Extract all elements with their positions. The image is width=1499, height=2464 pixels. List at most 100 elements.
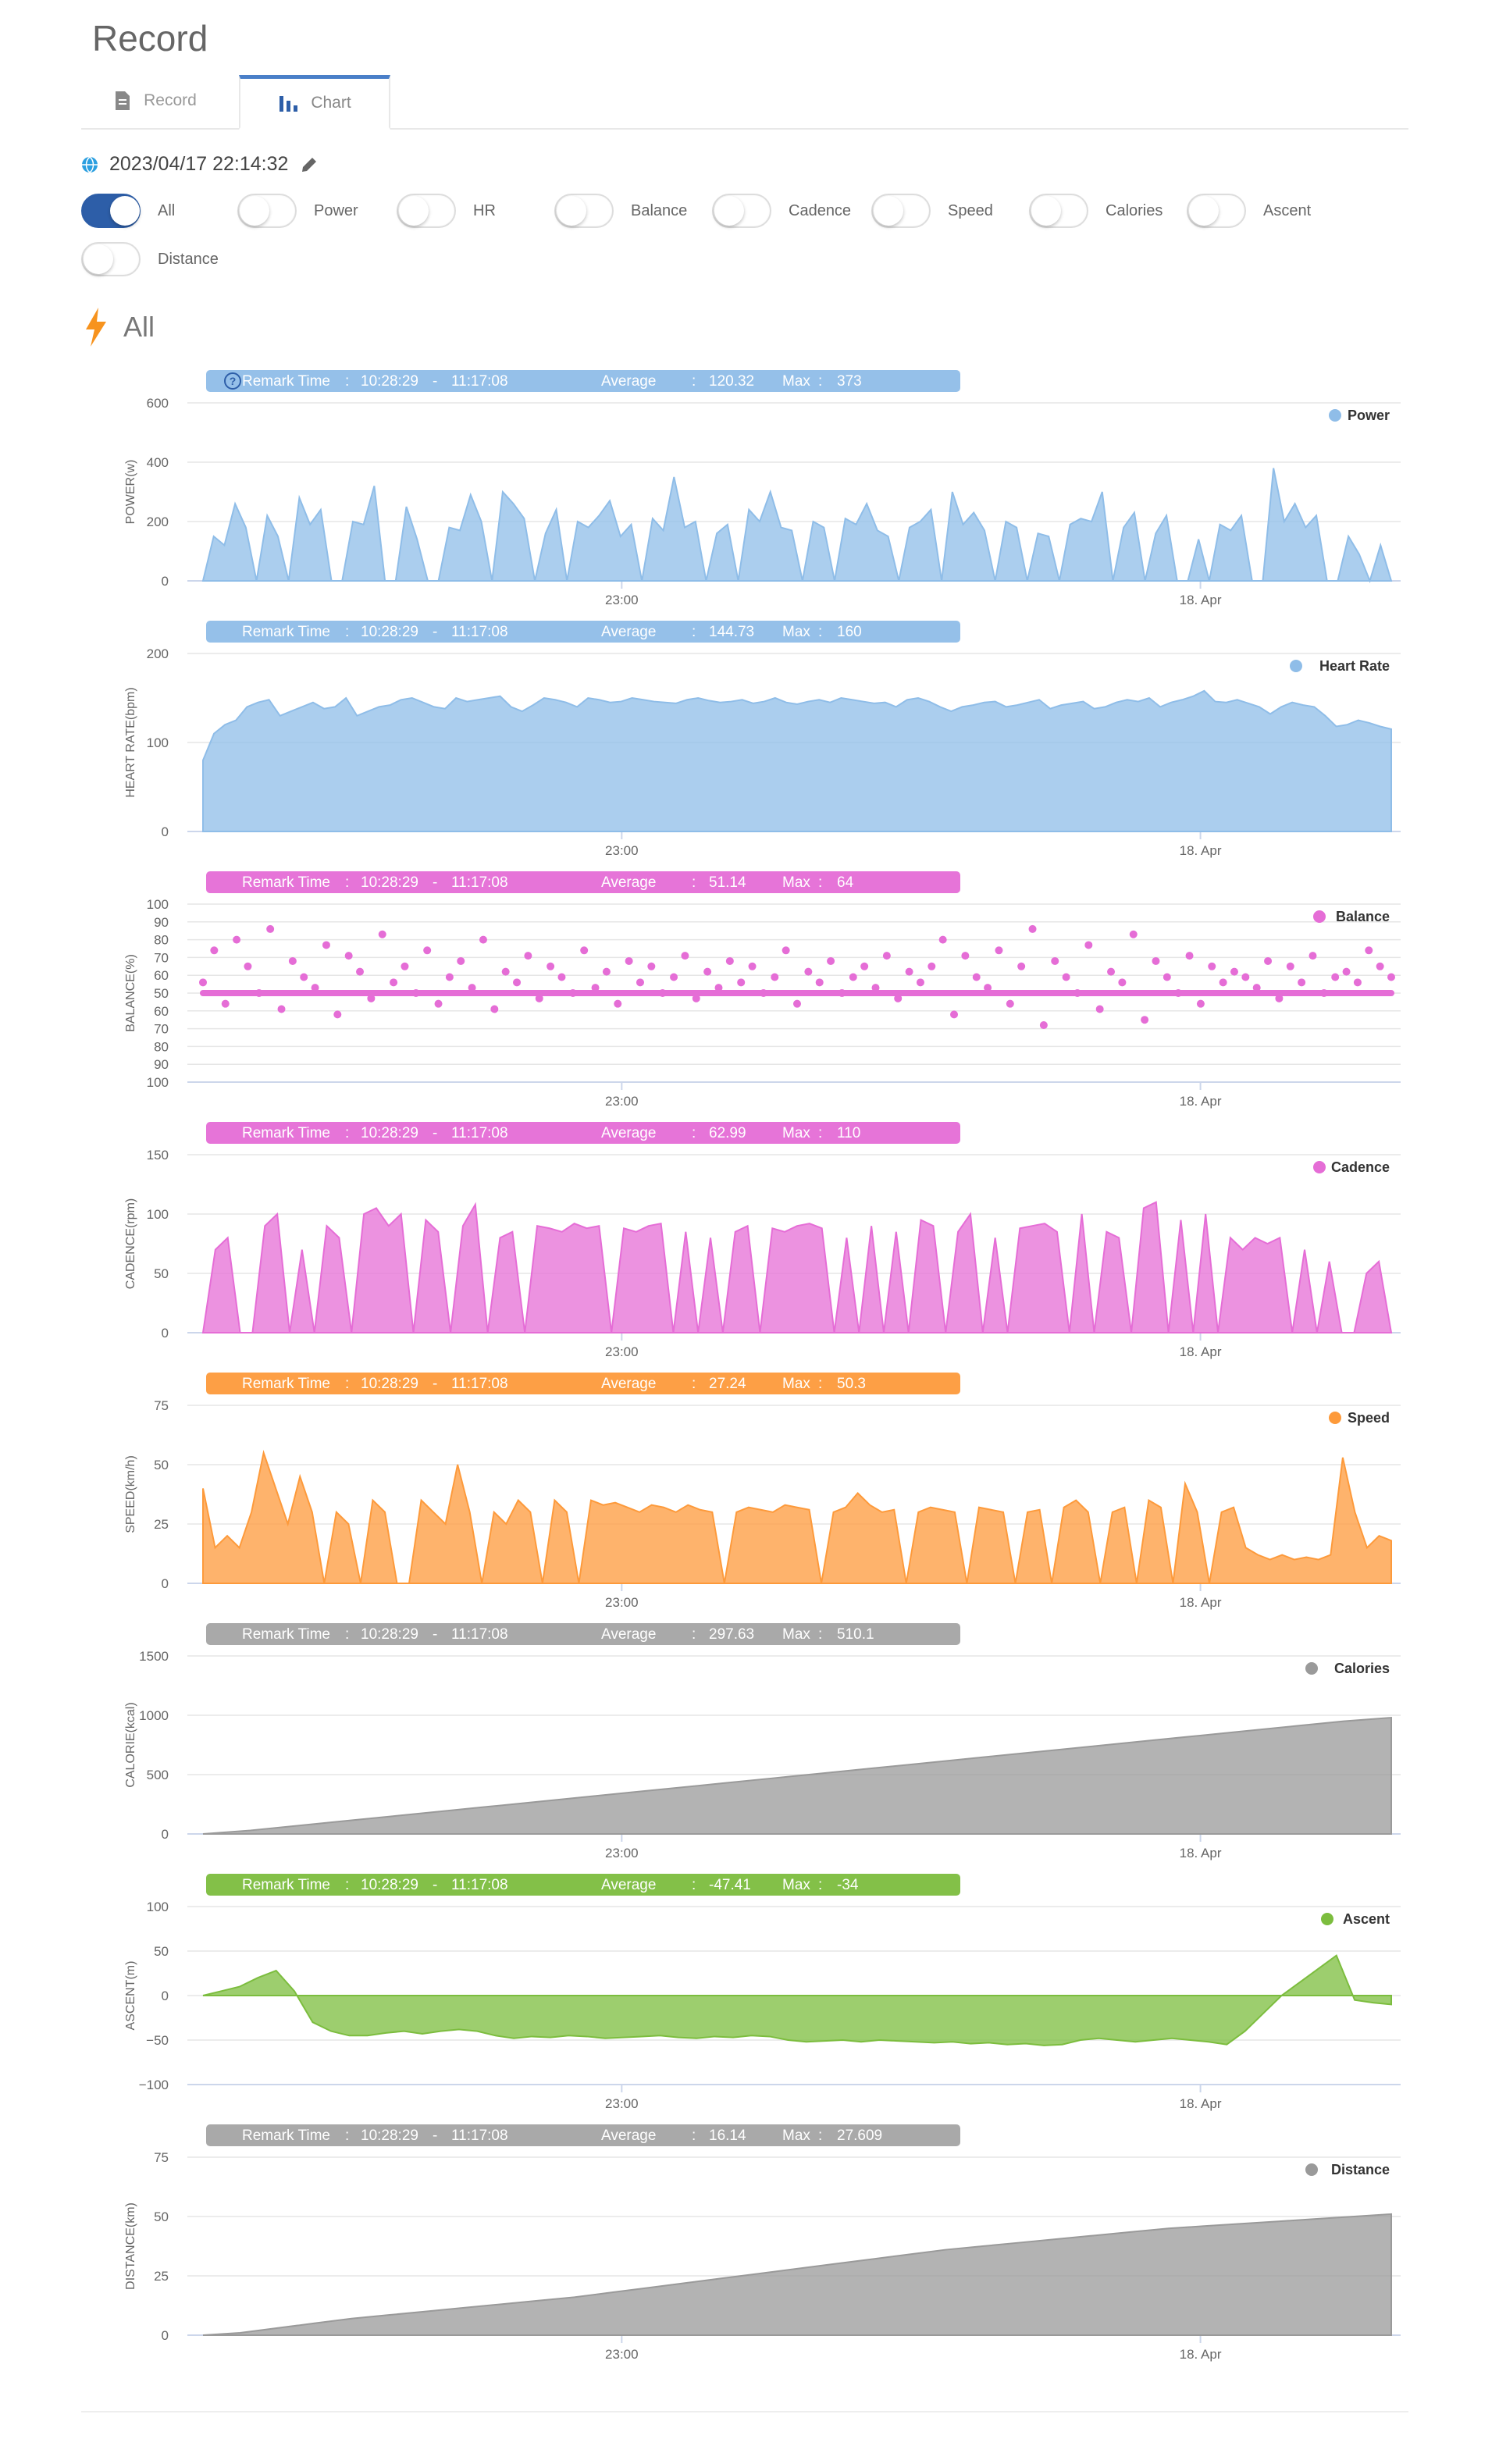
- summary-end-time: 11:17:08: [451, 373, 508, 390]
- balance-point: [367, 994, 376, 1002]
- balance-point: [1230, 967, 1238, 976]
- x-tick-label: 18. Apr: [1180, 1344, 1222, 1359]
- help-icon-glyph: ?: [230, 375, 237, 387]
- chart-calories: Remark Time:10:28:29-11:17:08 Average:297…: [124, 1623, 1401, 1860]
- balance-point: [692, 994, 700, 1002]
- summary-banner: [206, 1874, 960, 1896]
- summary-colon: :: [345, 1877, 349, 1893]
- y-tick-label: 80: [154, 1039, 169, 1054]
- balance-point: [1376, 962, 1384, 970]
- speed-area: [202, 1449, 1392, 1584]
- y-tick-label: 0: [162, 1576, 169, 1591]
- summary-start-time: 10:28:29: [361, 874, 418, 891]
- help-icon: [224, 372, 241, 390]
- x-tick-label: 18. Apr: [1180, 593, 1222, 607]
- x-tick-label: 23:00: [605, 843, 639, 858]
- toggle-speed[interactable]: Speed: [871, 194, 993, 228]
- balance-point: [748, 962, 757, 970]
- balance-point: [1084, 941, 1093, 949]
- toggle-all[interactable]: All: [81, 194, 175, 228]
- balance-point: [210, 946, 219, 955]
- tab-record-label: Record: [144, 91, 197, 109]
- summary-average-value: -47.41: [709, 1877, 751, 1893]
- summary-colon: :: [345, 373, 349, 390]
- balance-point: [905, 967, 913, 976]
- y-tick-label: 1000: [139, 1708, 169, 1723]
- toggle-power[interactable]: Power: [237, 194, 358, 228]
- summary-average-label: Average: [601, 624, 656, 640]
- toggle-ascent[interactable]: Ascent: [1187, 194, 1311, 228]
- x-tick-label: 23:00: [605, 1094, 639, 1109]
- toggle-all-label: All: [158, 201, 176, 219]
- balance-point: [703, 967, 712, 976]
- chart-speed: Remark Time:10:28:29-11:17:08 Average:27.…: [124, 1373, 1401, 1610]
- y-tick-label: 50: [154, 1944, 169, 1959]
- switch-all[interactable]: [81, 194, 141, 228]
- x-tick-label: 23:00: [605, 1846, 639, 1860]
- summary-max-label: Max: [782, 1376, 810, 1392]
- summary-end-time: 11:17:08: [451, 624, 508, 640]
- y-tick-label: 70: [154, 1022, 169, 1037]
- y-tick-label: 200: [147, 515, 169, 529]
- balance-point: [479, 935, 487, 944]
- balance-point: [871, 984, 880, 992]
- toggle-hr[interactable]: HR: [397, 194, 496, 228]
- toggle-calories[interactable]: Calories: [1029, 194, 1163, 228]
- y-tick-label: 100: [147, 1075, 169, 1090]
- summary-colon: :: [345, 1626, 349, 1643]
- summary-end-time: 11:17:08: [451, 2128, 508, 2144]
- x-tick-label: 23:00: [605, 1595, 639, 1610]
- section-header: All: [84, 308, 155, 347]
- y-tick-label: 80: [154, 933, 169, 948]
- record-datetime: 2023/04/17 22:14:32: [109, 153, 289, 175]
- summary-colon: :: [345, 2128, 349, 2144]
- toggle-distance[interactable]: Distance: [81, 242, 219, 276]
- summary-dash: -: [433, 874, 437, 891]
- balance-point: [1051, 956, 1059, 965]
- balance-point: [928, 962, 936, 970]
- summary-remark-label: Remark Time: [242, 1877, 330, 1893]
- summary-max-value: 510.1: [837, 1626, 874, 1643]
- toggle-cadence[interactable]: Cadence: [712, 194, 851, 228]
- switch-hr[interactable]: [397, 194, 456, 228]
- tab-chart[interactable]: Chart: [239, 75, 390, 130]
- summary-end-time: 11:17:08: [451, 1626, 508, 1643]
- summary-dash: -: [433, 1626, 437, 1643]
- record-datetime-row: 2023/04/17 22:14:32: [81, 153, 319, 176]
- summary-colon: :: [818, 1877, 822, 1893]
- balance-point: [401, 962, 409, 970]
- summary-average-label: Average: [601, 1877, 656, 1893]
- y-axis-label: HEART RATE(bpm): [124, 687, 137, 797]
- y-axis-label: POWER(w): [124, 460, 137, 525]
- summary-start-time: 10:28:29: [361, 1125, 418, 1141]
- switch-balance[interactable]: [554, 194, 614, 228]
- balance-point: [625, 956, 633, 965]
- balance-point: [1185, 952, 1194, 960]
- summary-colon: :: [692, 1376, 696, 1392]
- toggle-balance[interactable]: Balance: [554, 194, 687, 228]
- balance-point: [961, 952, 970, 960]
- summary-start-time: 10:28:29: [361, 624, 418, 640]
- edit-pencil-icon[interactable]: [299, 155, 319, 175]
- y-tick-label: 0: [162, 574, 169, 589]
- summary-max-value: 50.3: [837, 1376, 866, 1392]
- switch-power[interactable]: [237, 194, 297, 228]
- balance-point: [300, 973, 308, 981]
- switch-ascent[interactable]: [1187, 194, 1246, 228]
- switch-speed[interactable]: [871, 194, 931, 228]
- summary-average-label: Average: [601, 1376, 656, 1392]
- summary-colon: :: [692, 624, 696, 640]
- balance-point: [221, 999, 230, 1008]
- balance-point: [277, 1005, 286, 1013]
- switch-calories[interactable]: [1029, 194, 1088, 228]
- summary-start-time: 10:28:29: [361, 1376, 418, 1392]
- switch-cadence[interactable]: [712, 194, 771, 228]
- switch-distance[interactable]: [81, 242, 141, 276]
- y-tick-label: 25: [154, 1517, 169, 1532]
- summary-average-value: 51.14: [709, 874, 746, 891]
- summary-colon: :: [818, 1626, 822, 1643]
- y-tick-label: 25: [154, 2269, 169, 2284]
- y-tick-label: 150: [147, 1148, 169, 1163]
- tab-record[interactable]: Record: [81, 75, 230, 126]
